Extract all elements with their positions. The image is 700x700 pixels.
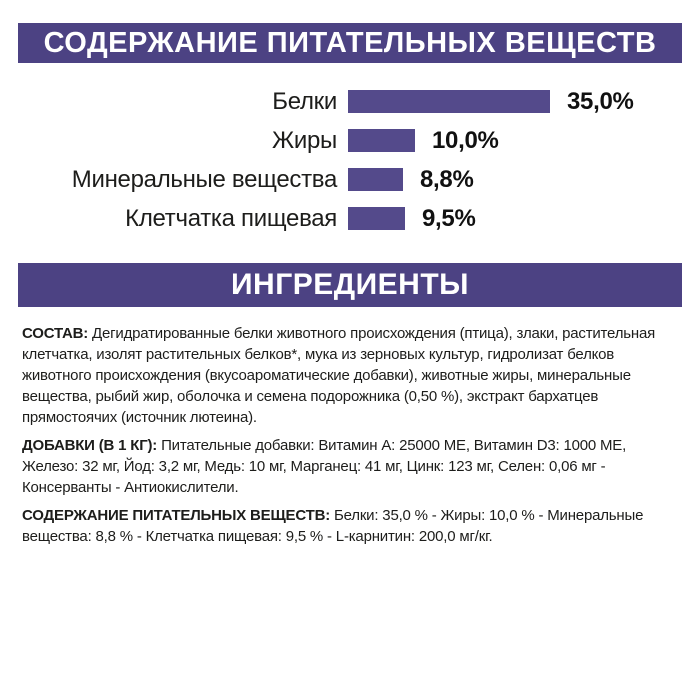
composition-label: СОСТАВ:	[22, 325, 89, 342]
additives-paragraph: ДОБАВКИ (В 1 КГ): Питательные добавки: В…	[22, 435, 680, 498]
chart-row: Минеральные вещества 8,8%	[0, 165, 700, 193]
ingredients-banner-title: ИНГРЕДИЕНТЫ	[230, 268, 470, 301]
analysis-paragraph: СОДЕРЖАНИЕ ПИТАТЕЛЬНЫХ ВЕЩЕСТВ: Белки: 3…	[22, 505, 680, 547]
nutrient-content-banner-title: СОДЕРЖАНИЕ ПИТАТЕЛЬНЫХ ВЕЩЕСТВ	[43, 26, 657, 59]
chart-value-label: 9,5%	[422, 204, 476, 232]
chart-row: Клетчатка пищевая 9,5%	[0, 204, 700, 232]
nutrient-bar-chart: Белки 35,0% Жиры 10,0% Минеральные вещества 8…	[0, 87, 700, 232]
analysis-text: Белки: 35,0 % - Жиры: 10,0 % - Минеральн…	[22, 507, 644, 545]
composition-paragraph: СОСТАВ: Дегидратированные белки животног…	[22, 323, 680, 428]
chart-row: Белки 35,0%	[0, 87, 700, 115]
chart-bar	[348, 207, 405, 230]
chart-bar	[348, 168, 403, 191]
chart-value-label: 10,0%	[432, 126, 499, 154]
chart-category-label: Жиры	[272, 126, 337, 154]
ingredients-banner: ИНГРЕДИЕНТЫ	[18, 263, 682, 307]
analysis-label: СОДЕРЖАНИЕ ПИТАТЕЛЬНЫХ ВЕЩЕСТВ:	[22, 507, 331, 524]
chart-category-label: Белки	[272, 87, 337, 115]
chart-category-label: Минеральные вещества	[71, 165, 338, 193]
chart-category-label: Клетчатка пищевая	[125, 204, 337, 232]
label-text-block: СОСТАВ: Дегидратированные белки животног…	[22, 323, 680, 547]
chart-bar	[348, 129, 415, 152]
chart-row: Жиры 10,0%	[0, 126, 700, 154]
chart-value-label: 35,0%	[567, 87, 634, 115]
chart-value-label: 8,8%	[420, 165, 474, 193]
additives-label: ДОБАВКИ (В 1 КГ):	[22, 437, 158, 454]
chart-bar	[348, 90, 550, 113]
additives-text: Питательные добавки: Витамин A: 25000 МЕ…	[22, 437, 627, 496]
nutrient-content-banner: СОДЕРЖАНИЕ ПИТАТЕЛЬНЫХ ВЕЩЕСТВ	[18, 23, 682, 63]
composition-text: Дегидратированные белки животного происх…	[22, 325, 656, 426]
